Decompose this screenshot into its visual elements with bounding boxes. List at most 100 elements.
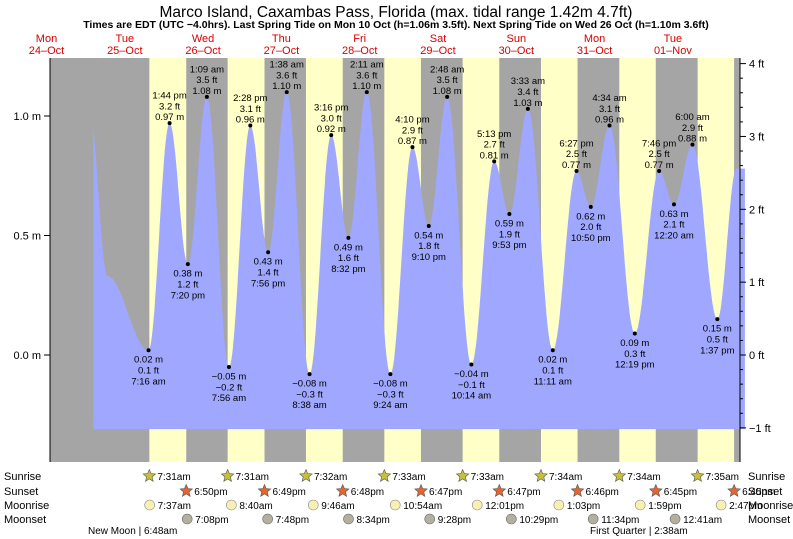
right-tick-label: 4 ft: [749, 59, 764, 71]
row-label-right-sunrise: Sunrise: [748, 471, 785, 483]
tide-dot: [469, 362, 474, 367]
tide-label-time: 9:24 am: [373, 400, 407, 411]
tide-label-m: −0.08 m: [292, 379, 327, 390]
low-tide-point: 0.15 m0.5 ft1:37 pm: [700, 317, 735, 356]
low-tide-point: 0.49 m1.6 ft8:32 pm: [331, 235, 366, 275]
moonset-time: 7:08pm: [195, 515, 228, 526]
tide-label-time: 12:19 pm: [615, 360, 655, 371]
moonset-time: 12:41am: [683, 515, 722, 526]
tide-label-time: 2:28 pm: [233, 93, 267, 104]
tide-dot: [607, 123, 612, 128]
row-label-right-sunset: Sunset: [748, 486, 782, 498]
tide-label-ft: 1.2 ft: [177, 279, 198, 290]
tide-label-ft: 0.1 ft: [138, 366, 159, 377]
moonrise-event: 7:37am: [144, 499, 191, 512]
tide-dot: [632, 331, 637, 336]
day-label-date: 25–Oct: [107, 45, 142, 57]
tide-dot: [248, 123, 253, 128]
tide-label-time: 3:16 pm: [314, 103, 348, 114]
right-tick-label: −1 ft: [749, 423, 771, 435]
tide-label-ft: 3.5 ft: [196, 75, 217, 86]
star-icon: [335, 483, 350, 497]
sunrise-event: 7:35am: [690, 468, 739, 483]
tide-label-m: 0.09 m: [620, 338, 649, 349]
day-label-date: 24–Oct: [29, 45, 64, 57]
tide-label-ft: −0.2 ft: [216, 382, 243, 393]
tide-label-ft: 2.0 ft: [580, 222, 601, 233]
row-label-right-moonset: Moonset: [748, 514, 790, 526]
axes: 1.0 m 0.5 m 0.0 m 4 ft 3 ft 2 ft 1 ft 0 ft −1 ft: [13, 58, 771, 462]
high-tide-point: 7:46 pm2.5 ft0.77 m: [642, 138, 676, 173]
right-tick-label: 2 ft: [749, 204, 764, 216]
moonrise-icon: [389, 499, 401, 511]
tide-label-m: 1.10 m: [352, 81, 381, 92]
tide-dot: [146, 348, 151, 353]
star-icon: [257, 483, 272, 497]
high-tide-point: 2:48 am3.5 ft1.08 m: [430, 64, 464, 99]
day-label-dow: Sat: [430, 33, 447, 45]
tide-dot: [410, 145, 415, 150]
sunrise-event: 7:31am: [220, 468, 269, 483]
tide-label-m: 0.38 m: [173, 269, 202, 280]
star-icon: [570, 483, 585, 497]
row-label-left-moonset: Moonset: [4, 514, 46, 526]
moonrise-icon: [471, 499, 483, 511]
high-tide-point: 4:10 pm2.9 ft0.87 m: [395, 114, 430, 150]
right-tick-label: 1 ft: [749, 277, 764, 289]
tide-label-m: 1.10 m: [272, 81, 301, 92]
day-label-dow: Sun: [507, 33, 527, 45]
sunset-event: 6:47pm: [492, 483, 541, 498]
day-label-date: 26–Oct: [185, 45, 220, 57]
moonrise-time: 1:03pm: [567, 501, 600, 512]
tide-label-ft: 3.2 ft: [159, 101, 180, 112]
moonset-time: 11:34pm: [601, 515, 639, 526]
left-tick-label: 0.0 m: [13, 350, 41, 362]
tide-dot: [307, 372, 312, 377]
low-tide-point: 0.02 m0.1 ft7:16 am: [131, 348, 166, 387]
star-icon: [455, 468, 470, 482]
tide-label-ft: 1.9 ft: [499, 229, 520, 240]
moonrise-time: 8:40am: [239, 501, 272, 512]
moonrise-icon: [226, 499, 237, 511]
sunrise-time: 7:35am: [706, 472, 739, 483]
sunset-event: 6:45pm: [727, 483, 775, 498]
tide-label-m: 1.08 m: [192, 86, 221, 97]
moonset-event: 9:28pm: [424, 513, 471, 526]
sunset-time: 6:45pm: [664, 487, 697, 498]
high-tide-point: 3:16 pm3.0 ft0.92 m: [314, 103, 348, 138]
sunrise-time: 7:31am: [157, 472, 190, 483]
sunrise-event: 7:33am: [377, 468, 426, 483]
sunset-time: 6:46pm: [586, 487, 619, 498]
sunset-event: 6:47pm: [414, 483, 462, 498]
sunset-event: 6:45pm: [648, 483, 697, 498]
tide-label-time: 12:20 am: [654, 231, 694, 242]
star-icon: [414, 483, 428, 497]
tide-label-time: 4:10 pm: [395, 114, 429, 125]
moonrise-icon: [307, 499, 319, 511]
tide-label-time: 3:33 am: [511, 76, 545, 87]
day-label-dow: Mon: [36, 33, 57, 45]
moon-phase-first-quarter: First Quarter | 2:38am: [590, 526, 688, 537]
sunrise-event: 7:32am: [299, 468, 347, 483]
tide-label-m: 0.43 m: [254, 257, 283, 268]
moonset-time: 8:34pm: [357, 515, 390, 526]
tide-label-time: 6:00 am: [675, 112, 709, 123]
tide-label-ft: 2.9 ft: [682, 123, 703, 134]
tide-label-m: 0.87 m: [398, 136, 427, 147]
low-tide-point: 0.59 m1.9 ft9:53 pm: [492, 211, 527, 251]
moonset-event: 7:08pm: [181, 513, 229, 526]
moonrise-event: 1:59pm: [634, 499, 682, 512]
high-tide-point: 1:09 am3.5 ft1.08 m: [190, 64, 224, 99]
tide-label-m: 0.81 m: [480, 150, 509, 161]
tide-label-m: 0.92 m: [317, 124, 346, 135]
tide-label-ft: 2.5 ft: [649, 149, 670, 160]
tide-label-ft: 1.6 ft: [338, 253, 359, 264]
tide-dot: [185, 262, 190, 267]
sunset-time: 6:48pm: [351, 487, 384, 498]
tide-label-time: 1:37 pm: [700, 345, 734, 356]
tide-label-m: 0.77 m: [562, 160, 591, 171]
sunset-time: 6:45pm: [742, 487, 775, 498]
tide-dot: [445, 94, 450, 99]
